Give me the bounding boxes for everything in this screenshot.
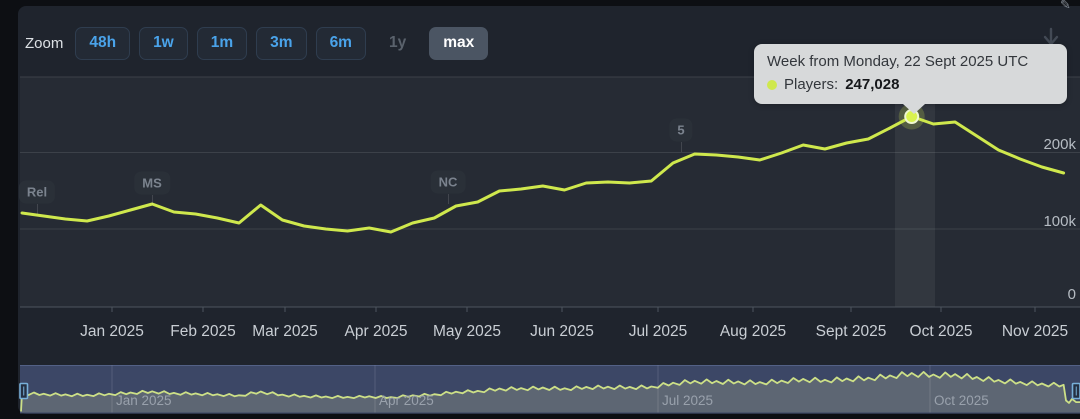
y-label-0: 0 — [1068, 286, 1076, 303]
x-label: Jun 2025 — [530, 323, 594, 340]
zoom-button-48h[interactable]: 48h — [75, 27, 131, 60]
x-label: Apr 2025 — [345, 323, 408, 340]
flag-stem — [680, 142, 682, 152]
event-flag-MS[interactable]: MS — [134, 171, 170, 195]
tooltip-players-row: Players: 247,028 — [767, 74, 1054, 97]
navigator-label: Jul 2025 — [662, 393, 713, 408]
x-label: Feb 2025 — [170, 323, 236, 340]
navigator-label: Oct 2025 — [934, 393, 989, 408]
x-label: Nov 2025 — [1002, 323, 1068, 340]
zoom-button-1m[interactable]: 1m — [196, 27, 248, 60]
x-label: Mar 2025 — [252, 323, 317, 340]
navigator-area-fill — [20, 371, 1080, 413]
zoom-button-3m[interactable]: 3m — [256, 27, 307, 60]
zoom-label: Zoom — [25, 34, 64, 52]
x-label: May 2025 — [433, 323, 501, 340]
players-line[interactable] — [20, 115, 1066, 234]
y-label-100k: 100k — [1043, 213, 1076, 230]
y-label-200k: 200k — [1043, 136, 1076, 153]
flag-stem — [151, 195, 153, 205]
navigator-label: Apr 2025 — [379, 393, 434, 408]
zoom-button-1w[interactable]: 1w — [139, 27, 188, 60]
navigator-line — [20, 370, 1080, 412]
zoom-button-6m[interactable]: 6m — [315, 27, 366, 60]
tooltip-series-label: Players: — [784, 75, 839, 93]
navigator-label: Jan 2025 — [116, 393, 172, 408]
x-label: Jan 2025 — [80, 323, 144, 340]
plot-area[interactable] — [20, 77, 1080, 307]
flag-stem — [36, 204, 38, 214]
zoom-button-1y: 1y — [388, 34, 407, 51]
tooltip-arrow — [903, 104, 925, 114]
event-flag-5[interactable]: 5 — [669, 118, 693, 142]
tooltip-title: Week from Monday, 22 Sept 2025 UTC — [767, 53, 1029, 70]
flag-stem — [447, 194, 449, 204]
event-flag-NC[interactable]: NC — [430, 170, 466, 194]
x-label: Aug 2025 — [720, 323, 786, 340]
corner-icon[interactable]: ✎ — [1060, 0, 1071, 12]
tooltip-value: 247,028 — [845, 75, 900, 93]
zoom-button-max[interactable]: max — [429, 27, 489, 60]
x-label: Jul 2025 — [629, 323, 688, 340]
zoom-toolbar: Zoom 48h 1w 1m 3m 6m 1y max — [25, 27, 489, 60]
x-label: Sept 2025 — [816, 323, 887, 340]
x-label: Oct 2025 — [910, 323, 973, 340]
chart-tooltip: Week from Monday, 22 Sept 2025 UTC Playe… — [754, 44, 1067, 114]
event-flag-Rel[interactable]: Rel — [18, 180, 56, 204]
series-dot-icon — [767, 79, 777, 90]
